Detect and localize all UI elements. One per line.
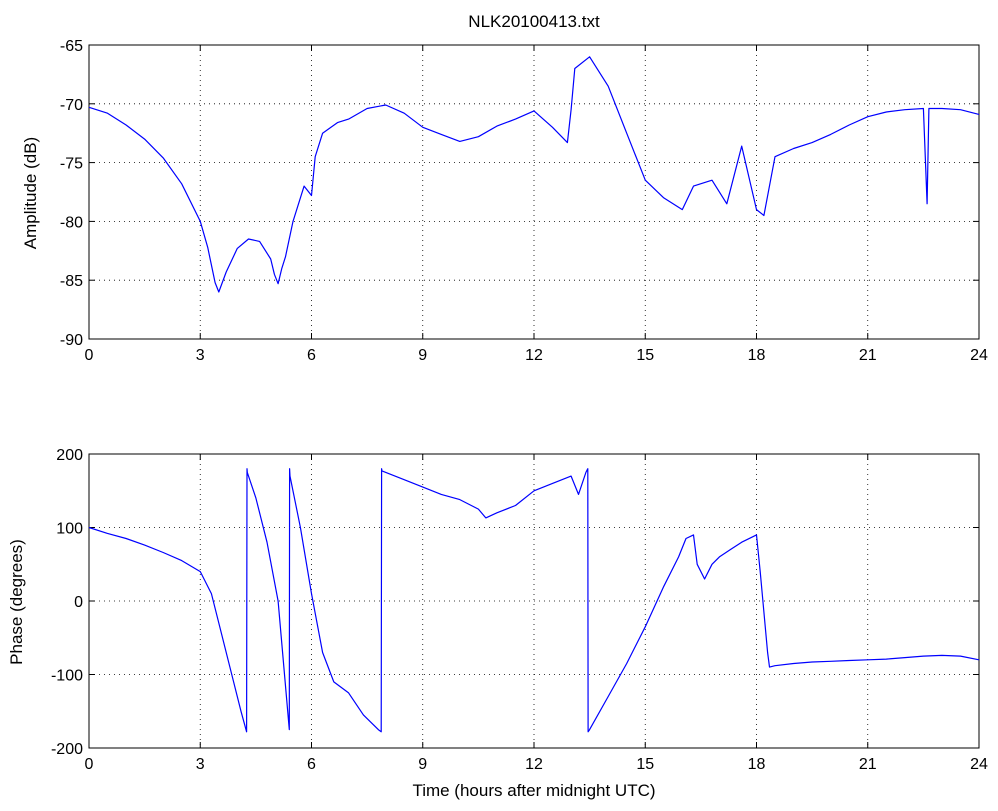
- amplitude-xtick-label: 6: [307, 347, 316, 364]
- amplitude-xtick-label: 0: [85, 347, 94, 364]
- phase-ylabel: Phase (degrees): [7, 539, 26, 665]
- amplitude-panel: 0 3 6 9 12 15 18 21 24 -90 -85 -80 -75 -70 -65: [60, 38, 988, 364]
- amplitude-ylabel: Amplitude (dB): [21, 137, 40, 249]
- phase-ytick-label: 0: [74, 594, 83, 611]
- phase-panel: 0 3 6 9 12 15 18 21 24 -200 -100 0 100 200: [51, 447, 988, 773]
- chart-title: NLK20100413.txt: [468, 12, 600, 31]
- phase-xtick-label: 21: [859, 756, 877, 773]
- time-xlabel: Time (hours after midnight UTC): [412, 781, 655, 800]
- phase-xtick-label: 24: [970, 756, 988, 773]
- phase-ytick-label: 100: [56, 521, 83, 538]
- phase-xtick-label: 18: [748, 756, 766, 773]
- phase-xtick-label: 0: [85, 756, 94, 773]
- phase-xtick-label: 3: [196, 756, 205, 773]
- amplitude-ytick-label: -90: [60, 332, 83, 349]
- amplitude-ytick-label: -80: [60, 214, 83, 231]
- amplitude-xtick-label: 9: [418, 347, 427, 364]
- amplitude-plot-area: [88, 44, 980, 340]
- phase-series-line: [88, 468, 980, 733]
- amplitude-xtick-label: 12: [525, 347, 543, 364]
- amplitude-ytick-label: -70: [60, 97, 83, 114]
- phase-xtick-label: 9: [418, 756, 427, 773]
- amplitude-ytick-label: -75: [60, 156, 83, 173]
- amplitude-xtick-label: 21: [859, 347, 877, 364]
- phase-ytick-label: -100: [51, 668, 83, 685]
- amplitude-ytick-label: -65: [60, 38, 83, 55]
- phase-ytick-label: 200: [56, 447, 83, 464]
- amplitude-ytick-label: -85: [60, 273, 83, 290]
- phase-xtick-label: 12: [525, 756, 543, 773]
- amplitude-xtick-label: 3: [196, 347, 205, 364]
- amplitude-xtick-label: 15: [636, 347, 654, 364]
- amplitude-xtick-label: 24: [970, 347, 988, 364]
- phase-xtick-label: 15: [636, 756, 654, 773]
- phase-xtick-label: 6: [307, 756, 316, 773]
- amplitude-xtick-label: 18: [748, 347, 766, 364]
- phase-ytick-label: -200: [51, 741, 83, 758]
- amplitude-series-line: [88, 56, 980, 293]
